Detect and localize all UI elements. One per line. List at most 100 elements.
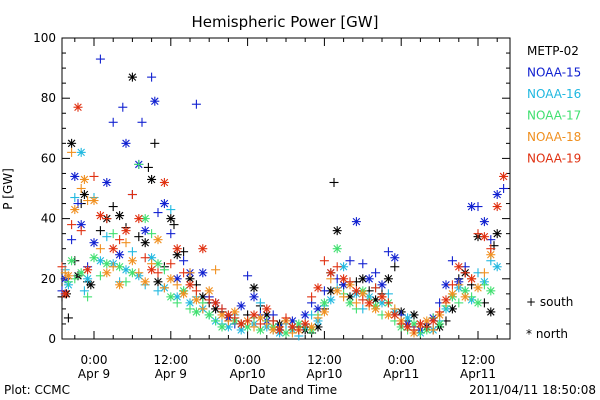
series-noaa-17	[63, 159, 496, 338]
x-tick-time-label: 0:00	[81, 353, 108, 367]
data-point-south	[143, 162, 153, 172]
x-tick-date-label: Apr11	[460, 367, 496, 381]
data-point-north	[70, 171, 80, 181]
data-point-south	[108, 202, 118, 212]
data-point-north	[115, 211, 125, 221]
data-point-south	[332, 262, 342, 272]
data-point-north	[127, 256, 137, 266]
data-point-north	[467, 274, 477, 284]
data-point-north	[166, 274, 176, 284]
data-point-north	[332, 244, 342, 254]
data-point-north	[351, 286, 361, 296]
legend-entry: NOAA-15	[527, 66, 581, 80]
data-point-south	[211, 316, 221, 326]
data-point-south	[255, 319, 265, 329]
y-tick-label: 60	[41, 151, 56, 165]
data-point-south	[76, 226, 86, 236]
data-point-south	[121, 238, 131, 248]
data-point-south	[57, 262, 67, 272]
plot-credit: Plot: CCMC	[4, 383, 70, 397]
data-point-north	[473, 298, 483, 308]
data-point-north	[159, 199, 169, 209]
data-point-north	[313, 283, 323, 293]
data-point-south	[243, 316, 253, 326]
data-point-north	[390, 310, 400, 320]
data-point-south	[473, 202, 483, 212]
data-point-south	[313, 313, 323, 323]
data-point-south	[67, 235, 77, 245]
legend-entry: NOAA-17	[527, 109, 581, 123]
data-point-north	[67, 138, 77, 148]
data-point-south	[281, 313, 291, 323]
legend-entry: NOAA-19	[527, 152, 581, 166]
data-point-north	[95, 211, 105, 221]
data-point-north	[492, 190, 502, 200]
data-point-north	[383, 310, 393, 320]
plot-frame	[61, 37, 511, 340]
data-point-south	[147, 229, 157, 239]
data-point-south	[371, 268, 381, 278]
data-point-south	[460, 268, 470, 278]
data-point-north	[153, 277, 163, 287]
data-point-north	[89, 238, 99, 248]
data-point-north	[371, 304, 381, 314]
data-point-south	[249, 322, 259, 332]
data-point-south	[255, 298, 265, 308]
marker-legend-entry: + south	[526, 295, 573, 309]
data-point-south	[383, 298, 393, 308]
data-point-south	[102, 214, 112, 224]
data-point-south	[95, 54, 105, 64]
chart-title: Hemispheric Power [GW]	[192, 13, 379, 31]
data-point-south	[134, 268, 144, 278]
data-point-south	[486, 244, 496, 254]
data-point-south	[409, 325, 419, 335]
series-legend: METP-02 NOAA-15 NOAA-16 NOAA-17 NOAA-18 NOAA-…	[527, 44, 581, 166]
data-point-north	[134, 214, 144, 224]
legend-entry: NOAA-18	[527, 130, 581, 144]
data-point-south	[159, 283, 169, 293]
data-point-south	[166, 229, 176, 239]
data-point-north	[102, 177, 112, 187]
data-point-south	[390, 262, 400, 272]
data-point-south	[191, 99, 201, 109]
data-point-south	[339, 292, 349, 302]
data-point-north	[102, 268, 112, 278]
data-point-north	[198, 268, 208, 278]
x-tick-date-label: Apr10	[230, 367, 266, 381]
data-point-north	[76, 147, 86, 157]
data-point-south	[147, 72, 157, 82]
data-point-south	[108, 117, 118, 127]
data-point-north	[428, 316, 438, 326]
data-point-north	[140, 226, 150, 236]
series-noaa-18	[60, 147, 496, 338]
y-axis: 0 20 40 60 80 100	[33, 31, 510, 346]
data-point-north	[249, 310, 259, 320]
data-point-south	[358, 259, 368, 269]
y-tick-label: 0	[48, 332, 56, 346]
data-point-south	[179, 268, 189, 278]
data-point-south	[140, 253, 150, 263]
data-point-south	[217, 304, 227, 314]
data-point-north	[121, 138, 131, 148]
y-tick-label: 100	[33, 31, 56, 45]
data-point-south	[191, 286, 201, 296]
data-point-north	[390, 253, 400, 263]
data-point-south	[169, 220, 179, 230]
x-tick-time-label: 0:00	[234, 353, 261, 367]
x-tick-date-label: Apr11	[383, 367, 419, 381]
data-point-north	[486, 286, 496, 296]
data-point-north	[140, 277, 150, 287]
data-point-south	[63, 313, 73, 323]
x-tick-time-label: 12:00	[307, 353, 342, 367]
data-point-south	[108, 229, 118, 239]
data-point-north	[300, 319, 310, 329]
data-point-north	[479, 232, 489, 242]
data-point-north	[492, 202, 502, 212]
data-point-north	[140, 238, 150, 248]
data-point-north	[211, 298, 221, 308]
data-point-north	[332, 226, 342, 236]
data-point-south	[172, 280, 182, 290]
data-point-south	[108, 262, 118, 272]
x-tick-date-label: Apr 9	[155, 367, 187, 381]
series-noaa-19	[57, 102, 509, 335]
